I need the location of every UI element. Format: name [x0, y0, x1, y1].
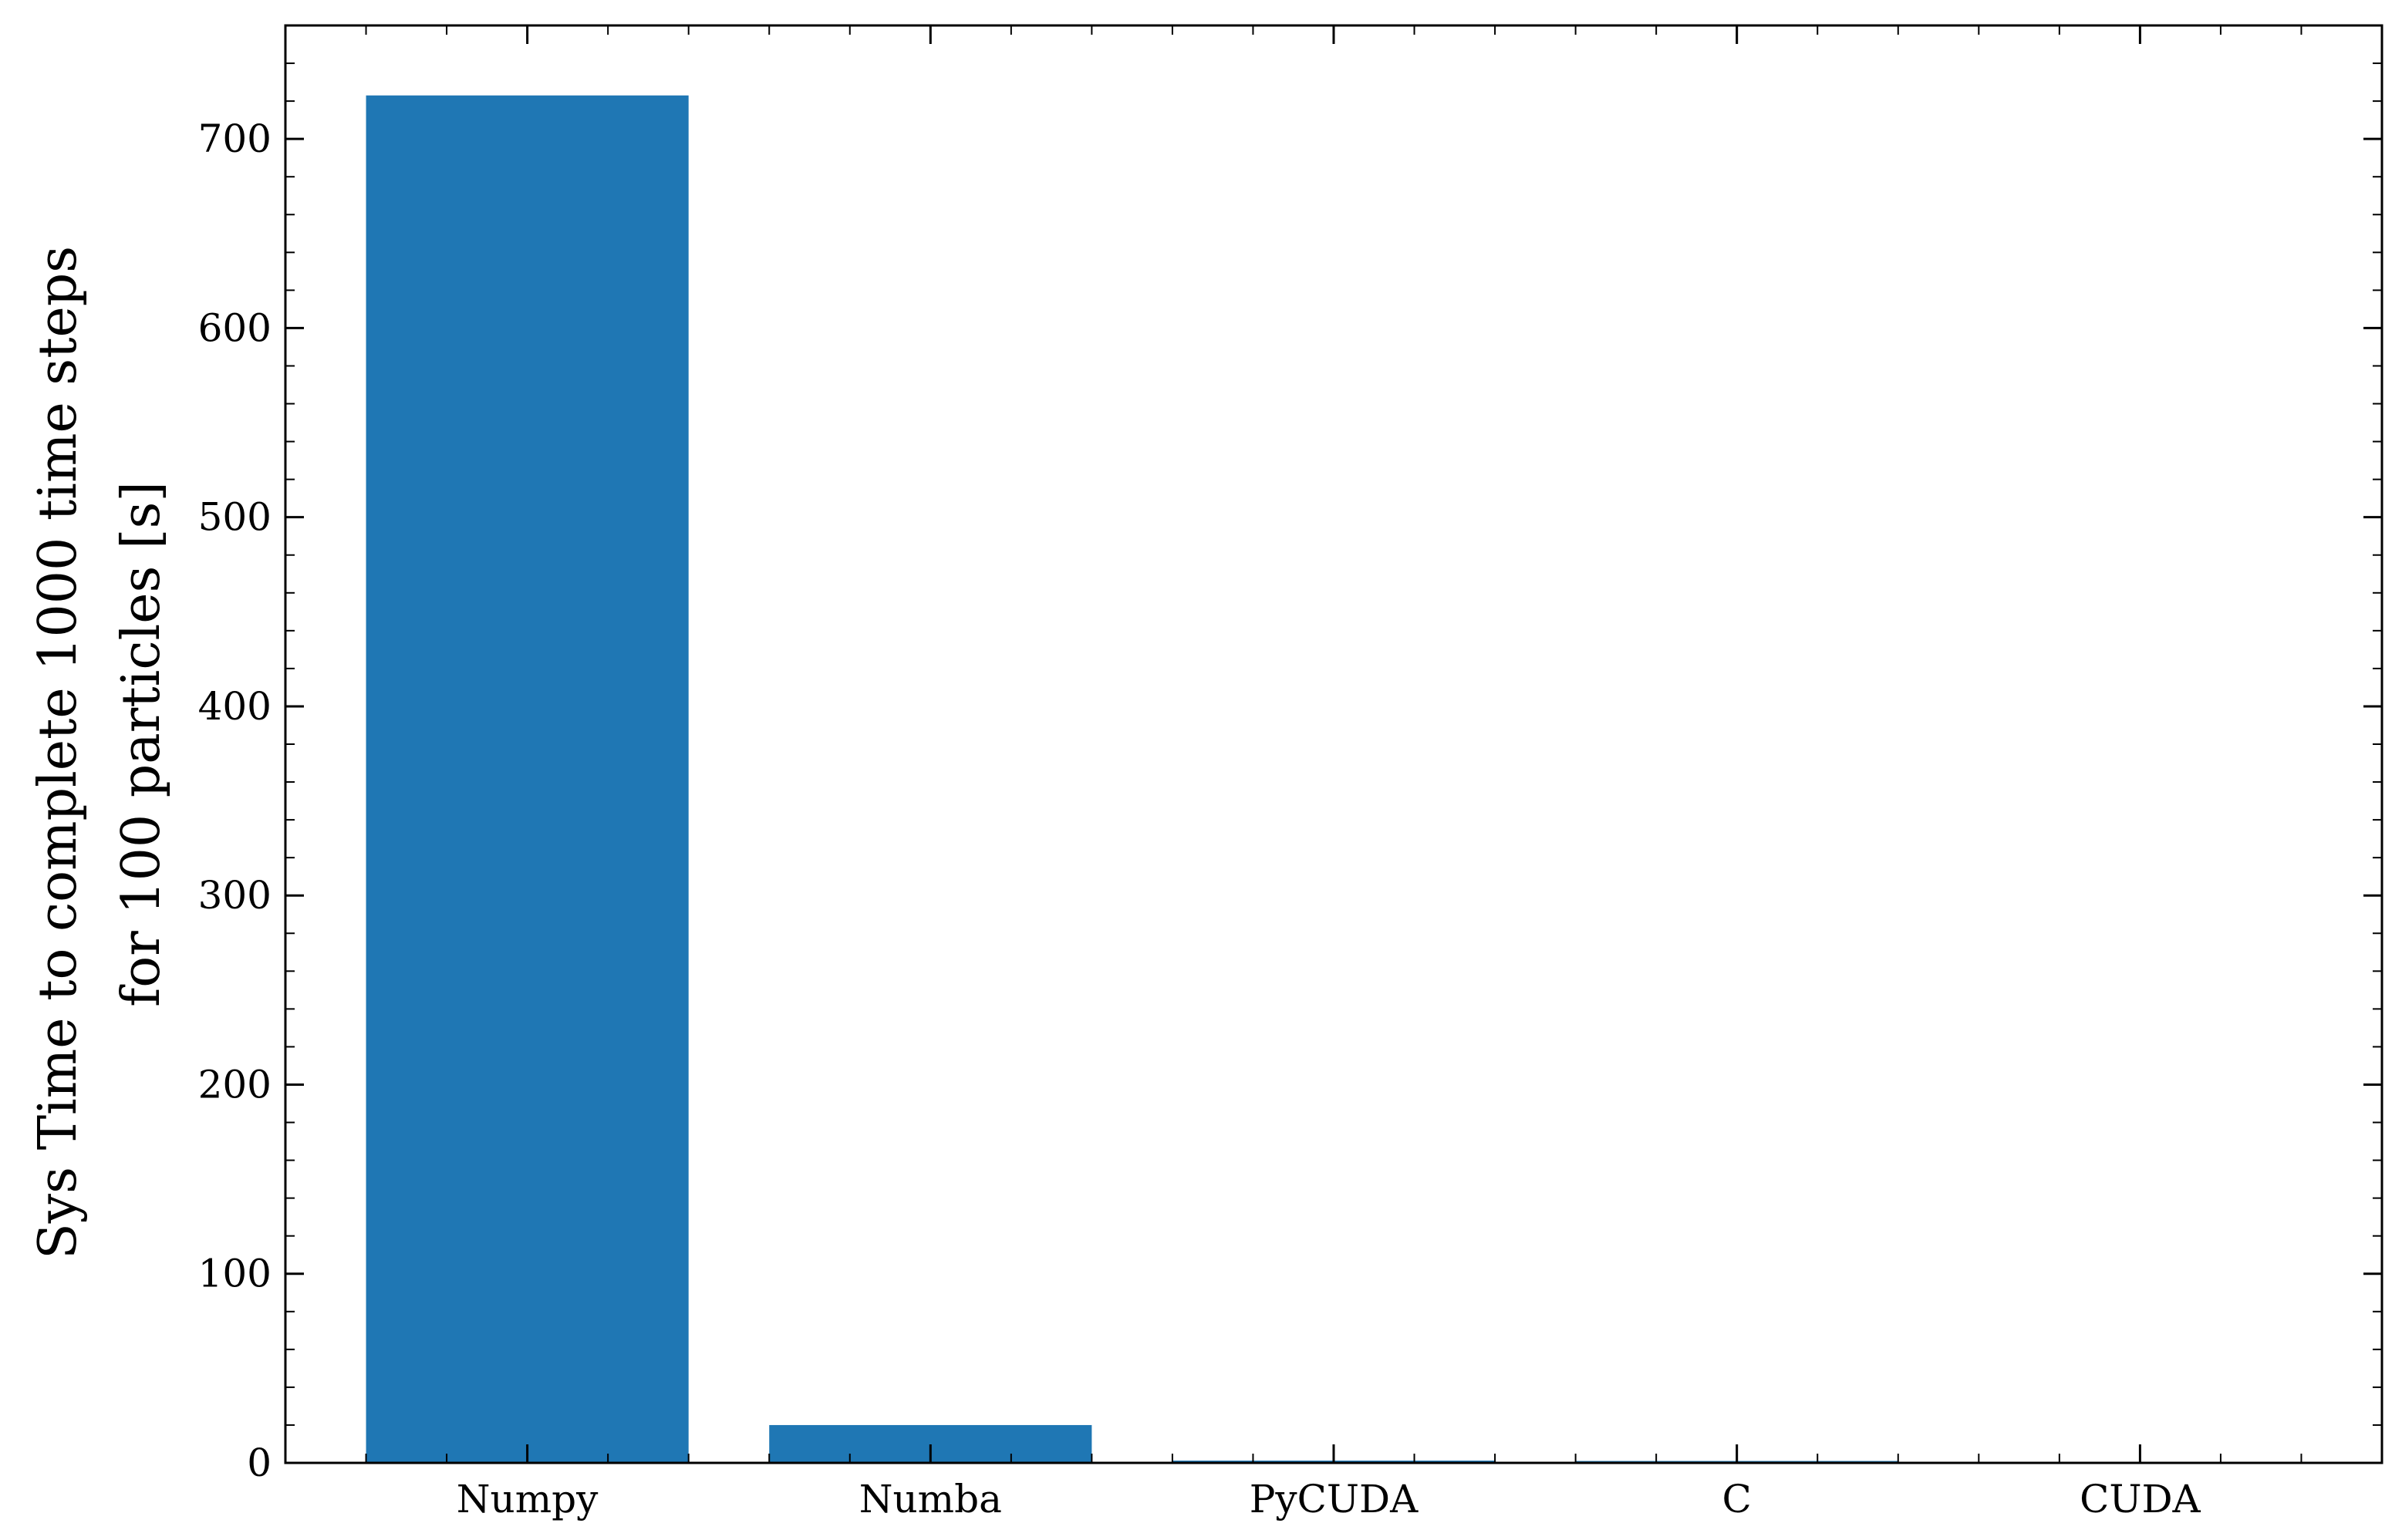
- y-axis-title-line-1: Sys Time to complete 1000 time steps: [28, 246, 89, 1259]
- x-tick-label: CUDA: [2080, 1477, 2201, 1521]
- y-axis-title-line-2: for 100 particles [s]: [111, 481, 172, 1007]
- y-tick-label: 500: [198, 495, 272, 540]
- y-tick-label: 200: [198, 1062, 272, 1107]
- tick-labels-group: 0 100 200 300 400 500 600 700 Numpy Numba PyCUDA C C…: [198, 116, 2201, 1521]
- y-tick-label: 300: [198, 873, 272, 918]
- y-tick-label: 100: [198, 1252, 272, 1296]
- x-tick-label: Numpy: [457, 1477, 599, 1521]
- x-tick-label: Numba: [859, 1477, 1002, 1521]
- bar-numpy: [366, 95, 689, 1464]
- bars-group: [366, 95, 2302, 1464]
- y-tick-label: 600: [198, 305, 272, 350]
- y-tick-label: 0: [247, 1441, 272, 1485]
- y-tick-label: 400: [198, 684, 272, 729]
- y-axis-title: Sys Time to complete 1000 time steps for…: [28, 229, 172, 1259]
- x-tick-label: C: [1722, 1477, 1752, 1521]
- x-tick-label: PyCUDA: [1250, 1477, 1419, 1521]
- y-tick-label: 700: [198, 116, 272, 161]
- plot-frame: [284, 24, 2383, 1464]
